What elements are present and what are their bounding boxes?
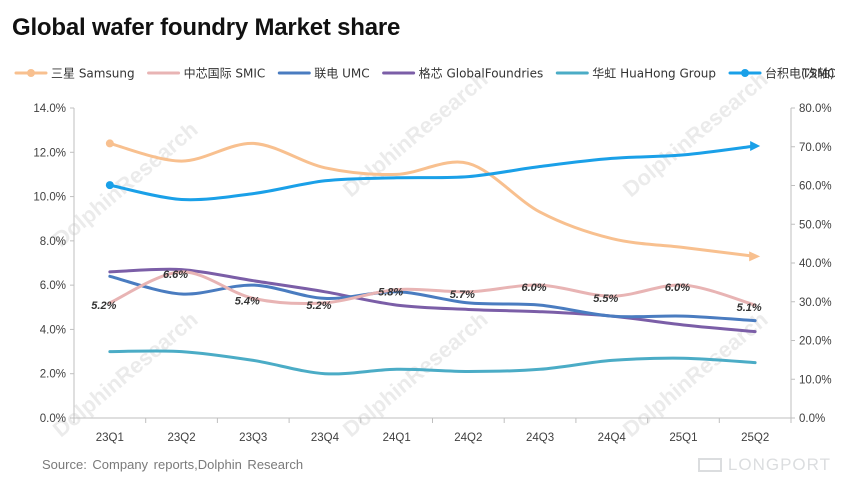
series-group — [105, 139, 761, 376]
data-label: 6.0% — [522, 282, 547, 294]
y-left-tick-label: 6.0% — [40, 280, 66, 292]
watermark-text: DolphinResearch — [48, 117, 203, 252]
y-left-tick-label: 0.0% — [40, 413, 66, 425]
series-arrow-end — [749, 251, 761, 262]
legend-label: 联电 UMC — [314, 67, 369, 81]
x-tick-label: 25Q1 — [669, 432, 697, 444]
watermark-group: DolphinResearch DolphinResearch DolphinRes… — [48, 67, 773, 442]
x-tick-label: 23Q2 — [167, 432, 195, 444]
y-right-tick-label: 50.0% — [799, 219, 832, 231]
y-right-tick-label: 0.0% — [799, 413, 825, 425]
axes: 0.0% 2.0% 4.0% 6.0% 8.0% 10.0% 12.0% 14.0% 0.0% 1… — [33, 103, 831, 444]
x-tick-label: 23Q4 — [311, 432, 340, 444]
series-marker-start — [105, 181, 114, 190]
brand-logo: LONGPORT — [697, 455, 831, 475]
brand-mark-icon — [697, 458, 722, 472]
x-tick-label: 24Q4 — [598, 432, 627, 444]
data-label: 6.6% — [163, 269, 188, 281]
y-right-tick-label: 40.0% — [799, 258, 832, 270]
brand-text: LONGPORT — [727, 455, 831, 474]
y-right-tick-label: 80.0% — [799, 103, 832, 115]
chart-title: Global wafer foundry Market share — [12, 14, 401, 41]
y-left-tick-label: 12.0% — [33, 147, 66, 159]
series-line — [108, 349, 757, 376]
y-left-tick-label: 14.0% — [33, 103, 66, 115]
y-right-tick-label: 70.0% — [799, 142, 832, 154]
legend-label: 台积电(次轴) — [765, 66, 834, 81]
series-line — [108, 144, 757, 202]
legend-label: 格芯 GlobalFoundries — [419, 66, 544, 81]
data-label: 5.7% — [450, 289, 475, 301]
x-tick-label: 24Q1 — [383, 432, 411, 444]
series-line — [108, 270, 757, 307]
data-label: 5.4% — [235, 295, 260, 307]
y-right-tick-label: 20.0% — [799, 336, 832, 348]
series-line — [108, 274, 757, 323]
y-left-tick-label: 10.0% — [33, 192, 66, 204]
x-tick-label: 24Q3 — [526, 432, 554, 444]
y-right-tick-label: 60.0% — [799, 181, 832, 193]
data-label: 5.2% — [306, 300, 331, 312]
watermark-text: DolphinResearch — [48, 307, 203, 442]
watermark-text: DolphinResearch — [618, 67, 773, 202]
series-line — [108, 141, 757, 258]
data-label: 5.8% — [378, 287, 403, 299]
data-labels: 5.2% 6.6% 5.4% 5.2% 5.8% 5.7% 6.0% 5.5% 6.0% 5.1% — [91, 269, 762, 314]
legend-label: 三星 Samsung — [51, 67, 135, 81]
y-left-tick-label: 2.0% — [40, 369, 66, 381]
y-left-tick-label: 4.0% — [40, 324, 66, 336]
data-label: 6.0% — [665, 282, 690, 294]
source-note: Source: Company reports,Dolphin Research — [42, 457, 304, 472]
data-label: 5.1% — [737, 302, 762, 314]
right-axis-title: TSMC — [801, 67, 836, 81]
series-line — [108, 267, 757, 334]
legend: 三星 Samsung 中芯国际 SMIC 联电 UMC 格芯 GlobalFoundr… — [14, 66, 836, 81]
legend-marker — [741, 69, 750, 77]
legend-label: 中芯国际 SMIC — [184, 66, 266, 81]
x-tick-label: 25Q2 — [741, 432, 769, 444]
legend-label: 华虹 HuaHong Group — [592, 67, 716, 81]
data-label: 5.5% — [593, 293, 618, 305]
y-right-tick-label: 10.0% — [799, 374, 832, 386]
series-marker-start — [105, 139, 114, 148]
y-right-tick-label: 30.0% — [799, 297, 832, 309]
watermark-text: DolphinResearch — [338, 67, 493, 202]
x-tick-label: 23Q3 — [239, 432, 267, 444]
x-tick-label: 23Q1 — [96, 432, 124, 444]
series-arrow-end — [750, 140, 761, 151]
x-tick-label: 24Q2 — [454, 432, 482, 444]
data-label: 5.2% — [91, 300, 116, 312]
y-left-tick-label: 8.0% — [40, 236, 66, 248]
legend-marker — [27, 69, 35, 77]
